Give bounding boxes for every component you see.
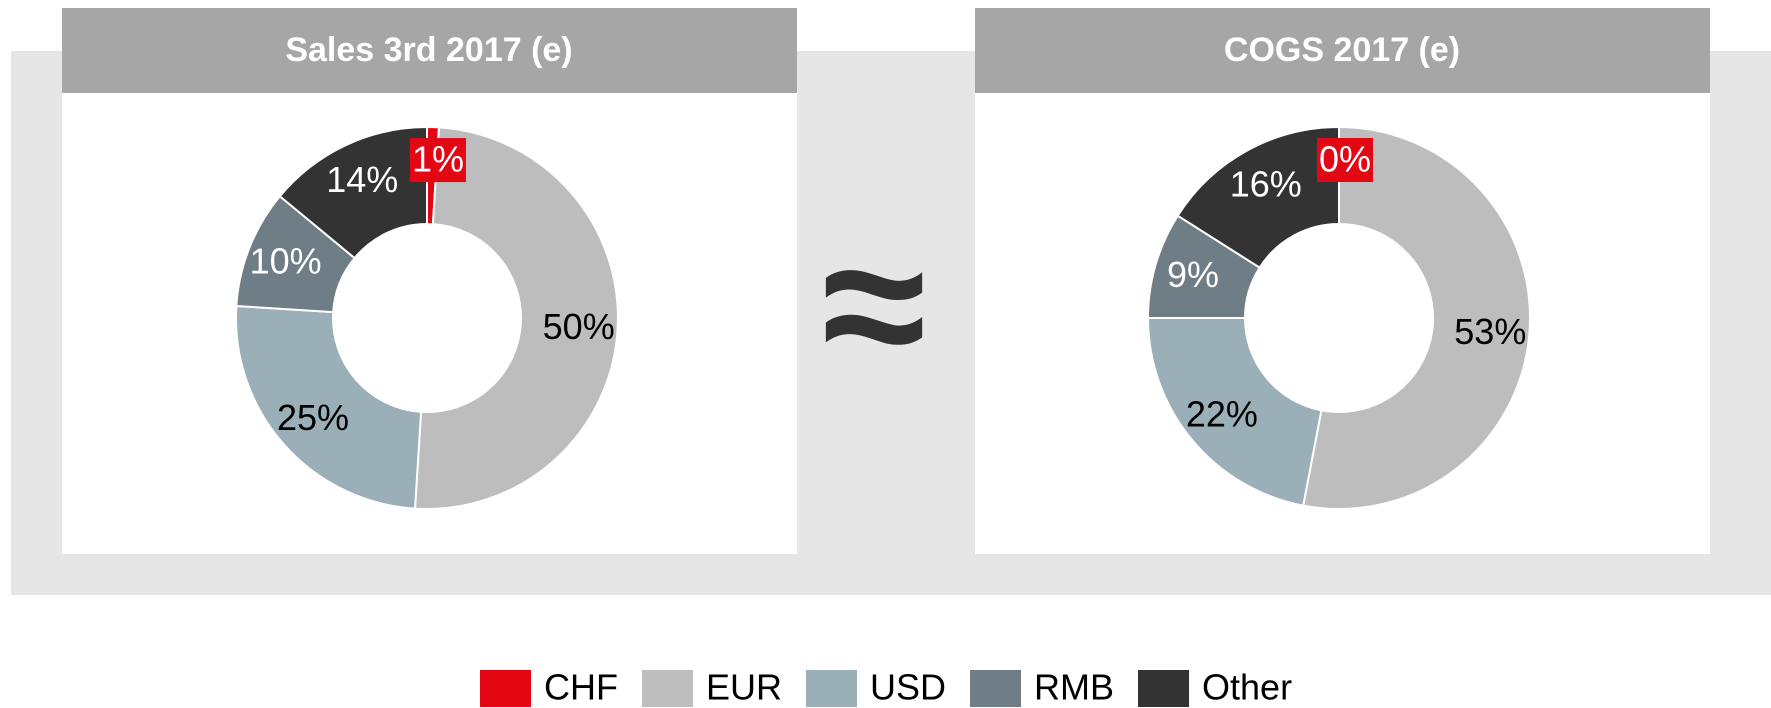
data-label: 25% — [277, 397, 349, 438]
legend-swatch — [642, 670, 693, 707]
panel-header — [62, 8, 797, 93]
approx-symbol: ≈ — [822, 199, 926, 411]
donut-slice — [278, 125, 428, 260]
legend-swatch — [806, 670, 858, 707]
data-label: 14% — [326, 159, 398, 200]
legend-label: EUR — [706, 667, 782, 708]
legend-label: RMB — [1034, 667, 1114, 708]
donut-slice — [1176, 125, 1340, 270]
data-label: 0% — [1319, 139, 1371, 180]
legend-swatch — [1138, 670, 1190, 707]
panel-title: Sales 3rd 2017 (e) — [285, 31, 572, 69]
data-label: 53% — [1454, 311, 1526, 352]
legend-swatch — [480, 670, 531, 707]
legend-label: Other — [1202, 667, 1292, 708]
data-label: 50% — [543, 306, 615, 347]
panel-header — [975, 8, 1710, 93]
data-label: 16% — [1230, 163, 1302, 204]
label-box — [409, 138, 466, 183]
data-label: 9% — [1167, 254, 1219, 295]
donut-slice — [1302, 125, 1531, 510]
donut-slice — [1146, 317, 1323, 507]
label-box — [1317, 138, 1373, 182]
donut-slice — [413, 126, 619, 510]
data-label: 22% — [1186, 393, 1258, 434]
panel-title: COGS 2017 (e) — [1224, 31, 1460, 69]
legend-label: CHF — [544, 667, 618, 708]
data-label: 10% — [250, 241, 322, 282]
legend-label: USD — [870, 667, 946, 708]
legend-swatch — [970, 670, 1022, 707]
donut-slice — [235, 304, 423, 510]
data-label: 1% — [412, 139, 464, 180]
